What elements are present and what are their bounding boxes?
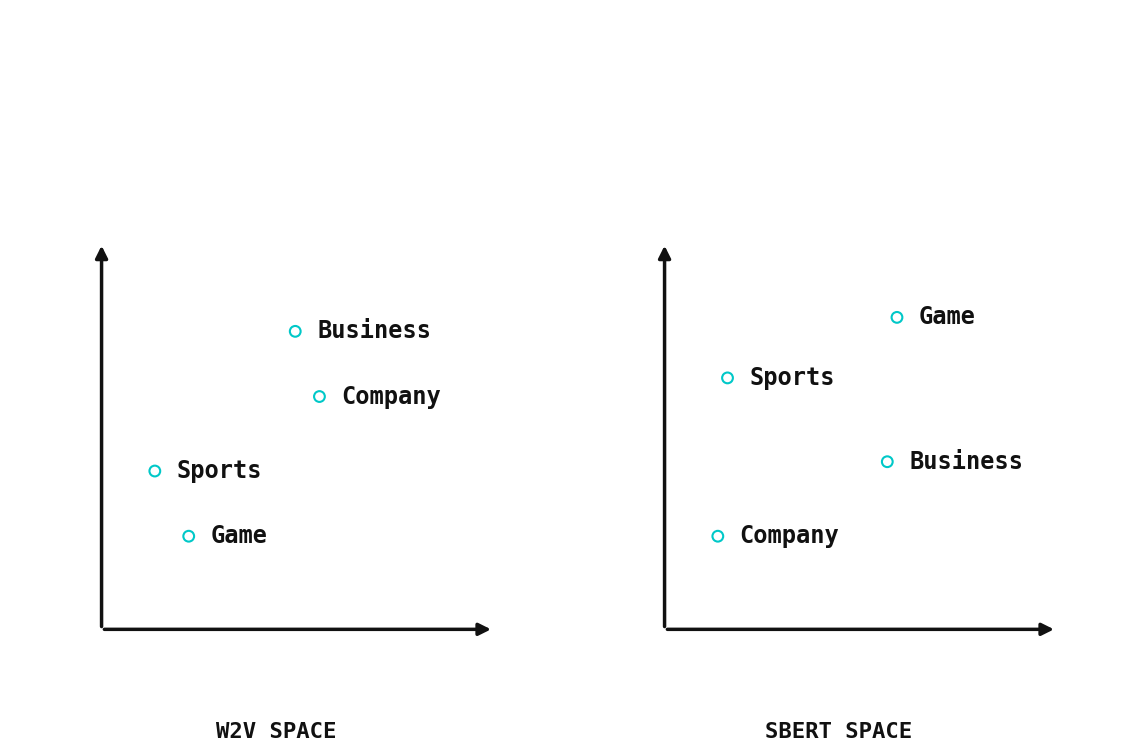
Text: Game: Game: [211, 524, 268, 548]
Text: Business: Business: [318, 319, 431, 343]
Point: [145, 465, 164, 477]
Point: [888, 312, 906, 324]
Point: [180, 530, 198, 542]
Point: [718, 372, 736, 384]
Text: SBERT SPACE: SBERT SPACE: [766, 722, 912, 743]
Text: W2V SPACE: W2V SPACE: [216, 722, 336, 743]
Point: [709, 530, 727, 542]
Text: Game: Game: [919, 306, 976, 330]
Text: Company: Company: [341, 385, 441, 409]
Point: [878, 456, 896, 468]
Text: Sports: Sports: [177, 459, 262, 483]
Text: Sports: Sports: [749, 366, 834, 390]
Point: [311, 391, 329, 403]
Point: [286, 325, 304, 337]
Text: Company: Company: [740, 524, 839, 548]
Text: Business: Business: [909, 450, 1024, 474]
